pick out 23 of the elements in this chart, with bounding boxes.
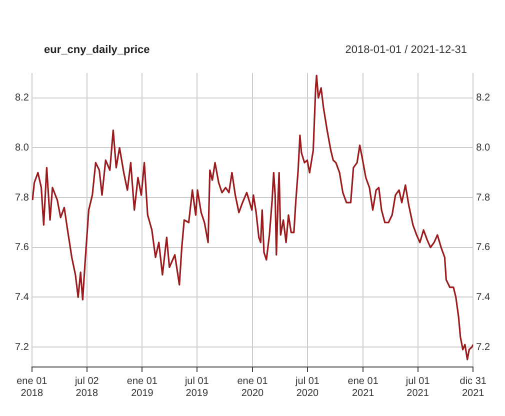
x-tick-label: ene 01 2020 [237,376,268,399]
y-tick-label: 7.6 [14,242,30,254]
y-tick-label: 7.8 [14,192,30,204]
x-tick-label: ene 01 2019 [126,376,158,399]
x-tick-label: jul 01 2020 [294,376,320,399]
x-tick-label: jul 01 2021 [404,376,430,399]
x-tick-label: ene 01 2021 [348,376,379,399]
y-tick-label: 7.2 [14,342,30,353]
y2-tick-label: 7.6 [476,242,490,254]
y2-tick-label: 7.2 [476,342,490,353]
y-tick-label: 8.2 [14,92,30,104]
chart-title: eur_cny_daily_price [44,44,150,56]
y-tick-label: 8.0 [14,142,30,154]
y2-tick-label: 8.2 [476,92,490,104]
y-tick-label: 7.4 [14,292,30,303]
x-tick-label: jul 02 2018 [74,376,100,399]
x-tick-label: jul 01 2019 [184,376,210,399]
y2-tick-label: 7.4 [476,292,490,303]
y2-tick-label: 7.8 [476,192,490,204]
chart-subtitle: 2018-01-01 / 2021-12-31 [345,44,467,56]
x-tick-label: dic 31 2021 [460,376,487,399]
y2-tick-label: 8.0 [476,142,490,154]
x-tick-label: ene 01 2018 [16,376,48,399]
